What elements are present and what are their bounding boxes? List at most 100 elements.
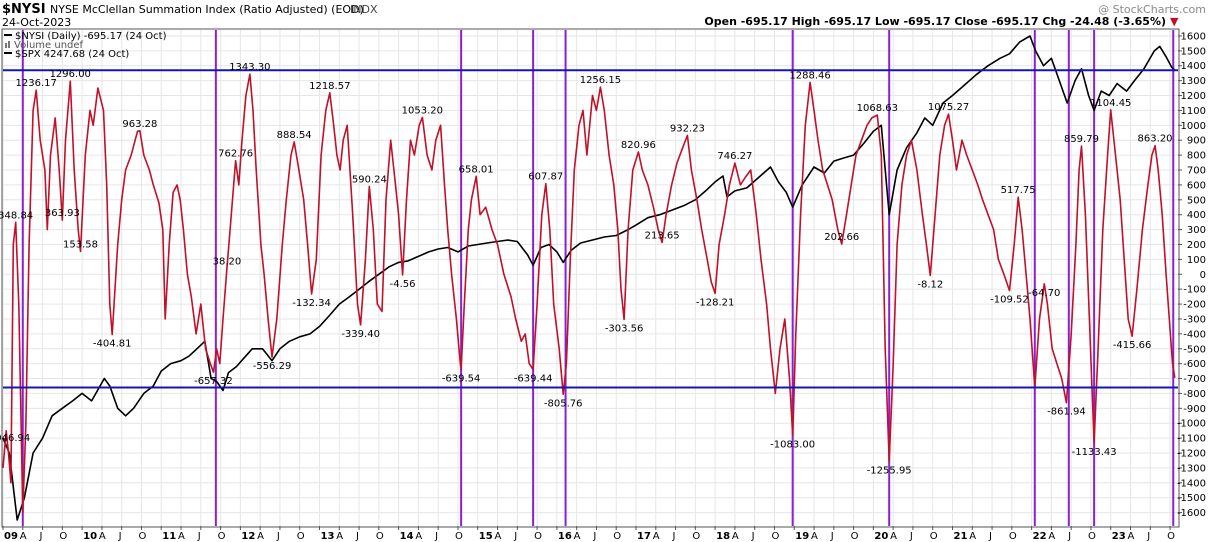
annotation-label: 1296.00 [50, 69, 91, 80]
annotation-label: -128.21 [696, 297, 735, 308]
y-tick-label: -1200 [1177, 449, 1206, 460]
legend: $NYSI (Daily) -695.17 (24 Oct) Volume un… [4, 31, 167, 60]
legend-item-spx: $SPX 4247.68 (24 Oct) [15, 49, 129, 60]
x-tick-label: O [59, 531, 67, 542]
annotation-label: -1255.95 [867, 465, 912, 476]
annotation-label: -639.54 [442, 374, 481, 385]
annotation-label: 1343.30 [229, 62, 270, 73]
x-tick-label: O [218, 531, 226, 542]
x-tick-label: J [672, 531, 676, 542]
annotation-label: -657.32 [194, 376, 233, 387]
copyright-label: @ StockCharts.com [1098, 3, 1206, 16]
x-tick-label: J [276, 531, 280, 542]
y-tick-label: 500 [1187, 195, 1206, 206]
y-tick-label: -700 [1183, 374, 1206, 385]
y-tick-label: 900 [1187, 136, 1206, 147]
y-tick-label: 1100 [1181, 106, 1206, 117]
annotation-label: -132.34 [292, 298, 331, 309]
x-tick-label: O [851, 531, 859, 542]
annotation-label: 888.54 [277, 130, 312, 141]
legend-item-volume: Volume undef [14, 40, 84, 51]
y-tick-label: -600 [1183, 359, 1206, 370]
x-tick-label: 10 [83, 531, 97, 542]
horizontal-markers [3, 69, 1178, 389]
volume-bars-icon-bar [8, 41, 10, 48]
x-tick-label: O [1009, 531, 1017, 542]
y-tick-label: -800 [1183, 389, 1206, 400]
annotation-label: -64.70 [1028, 288, 1060, 299]
annotation-label: -8.12 [917, 279, 943, 290]
annotation-label: 1288.46 [789, 70, 830, 81]
volume-bars-icon [5, 43, 7, 48]
annotation-label: 1236.17 [16, 78, 57, 89]
date-label: 24-Oct-2023 [2, 16, 71, 29]
x-tick-label: 09 [4, 531, 18, 542]
y-tick-label: -1500 [1177, 493, 1206, 504]
x-tick-label: A [811, 531, 818, 542]
x-tick-label: J [434, 531, 438, 542]
y-axis: 1600150014001300120011001000900800700600… [1177, 31, 1206, 519]
y-tick-label: -1600 [1177, 508, 1206, 519]
peak-annotations: 348.84 -1046.94 1236.17 363.93 1296.00 153.58… [0, 62, 1173, 476]
x-tick-label: O [771, 531, 779, 542]
x-tick-label: 13 [320, 531, 334, 542]
series-lines [2, 35, 1176, 521]
x-tick-label: A [653, 531, 660, 542]
x-tick-label: 21 [953, 531, 967, 542]
annotation-label: 153.58 [63, 239, 98, 250]
annotation-label: -4.56 [390, 279, 416, 290]
x-tick-label: J [197, 531, 201, 542]
annotation-label: 1053.20 [402, 105, 443, 116]
x-tick-label: A [257, 531, 264, 542]
x-tick-label: 12 [241, 531, 255, 542]
y-tick-label: -400 [1183, 329, 1206, 340]
annotation-label: 607.87 [528, 172, 563, 183]
legend-item-nysi: $NYSI (Daily) -695.17 (24 Oct) [15, 31, 167, 42]
annotation-label: -861.94 [1047, 407, 1086, 418]
annotation-label: 762.76 [218, 149, 253, 160]
chart-title: NYSE McClellan Summation Index (Ratio Ad… [50, 3, 364, 16]
index-label: INDX [350, 3, 378, 16]
annotation-label: 1104.45 [1090, 98, 1131, 109]
annotation-label: 1218.57 [309, 81, 350, 92]
y-tick-label: 200 [1187, 240, 1206, 251]
annotation-label: 820.96 [621, 140, 656, 151]
x-tick-label: J [830, 531, 834, 542]
annotation-label: 517.75 [1001, 185, 1036, 196]
annotation-label: 1075.27 [928, 102, 969, 113]
annotation-label: 963.28 [122, 119, 157, 130]
annotation-label: -1133.43 [1072, 447, 1117, 458]
y-tick-label: 100 [1187, 255, 1206, 266]
x-tick-label: 18 [716, 531, 730, 542]
x-tick-label: J [513, 531, 517, 542]
annotation-label: -805.76 [544, 398, 583, 409]
y-tick-label: -500 [1183, 344, 1206, 355]
x-tick-label: O [455, 531, 463, 542]
x-tick-label: O [297, 531, 305, 542]
annotation-label: -639.44 [514, 374, 553, 385]
x-tick-label: A [969, 531, 976, 542]
annotation-label: 746.27 [717, 151, 752, 162]
x-tick-label: O [1167, 531, 1175, 542]
x-tick-label: J [118, 531, 122, 542]
x-tick-label: A [415, 531, 422, 542]
y-tick-label: 600 [1187, 180, 1206, 191]
annotation-label: -404.81 [93, 339, 132, 350]
y-tick-label: 1400 [1181, 61, 1206, 72]
y-tick-label: -1100 [1177, 434, 1206, 445]
x-tick-label: A [178, 531, 185, 542]
annotation-label: 1256.15 [580, 75, 621, 86]
annotation-label: 38.20 [213, 257, 242, 268]
annotation-label: 213.65 [645, 230, 680, 241]
y-tick-label: -1300 [1177, 463, 1206, 474]
y-tick-label: -1000 [1177, 419, 1206, 430]
x-tick-label: 15 [479, 531, 493, 542]
x-tick-label: J [988, 531, 992, 542]
y-tick-label: 1500 [1181, 46, 1206, 57]
annotation-label: 202.66 [824, 232, 859, 243]
y-tick-label: -200 [1183, 300, 1206, 311]
y-tick-label: 1000 [1181, 121, 1206, 132]
x-tick-label: A [574, 531, 581, 542]
x-tick-label: J [909, 531, 913, 542]
